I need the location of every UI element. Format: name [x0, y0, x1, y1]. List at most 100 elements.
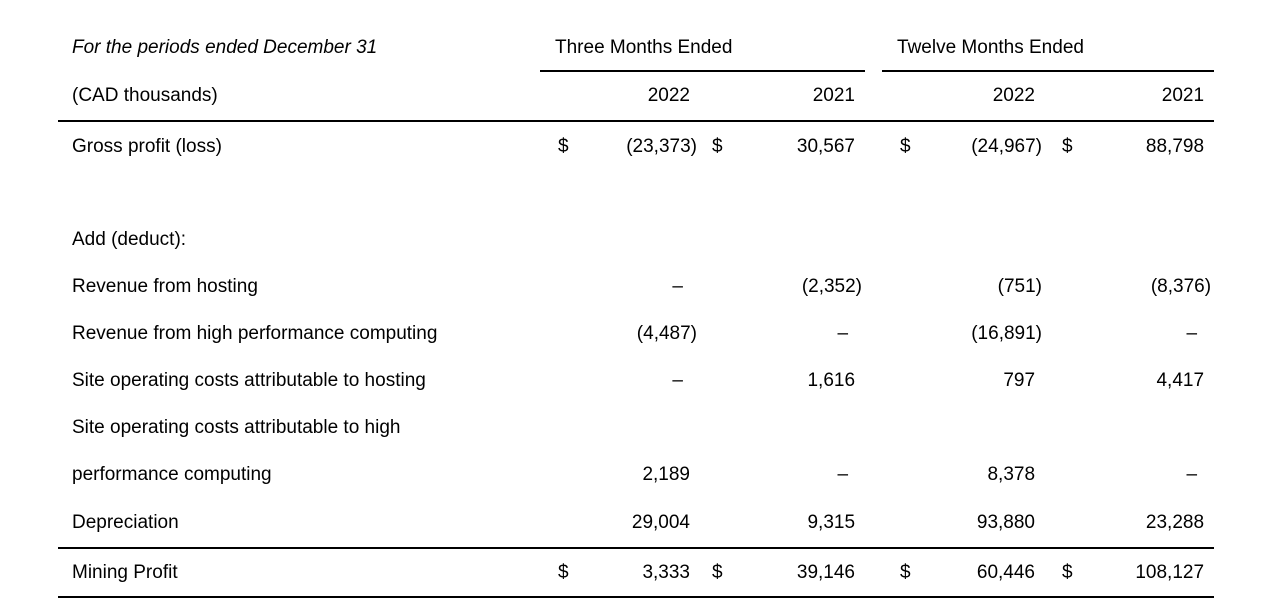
cell-value: 8,378 — [987, 463, 1036, 485]
cell-value: 2,189 — [642, 463, 690, 485]
cell-value: 23,288 — [1080, 498, 1215, 549]
financial-statement-sheet: For the periods ended December 31 Three … — [58, 25, 1215, 598]
cell-value: – — [837, 463, 849, 485]
group-gap — [865, 121, 882, 171]
row-label: Site operating costs attributable to hig… — [72, 416, 401, 438]
cell-value: 88,798 — [1145, 135, 1205, 157]
year-column-header: 2022 — [882, 71, 1046, 122]
cell-value: 3,333 — [578, 548, 700, 598]
table-row-revenue-hosting: Revenue from hosting – (2,352) (751) (8,… — [58, 263, 1214, 310]
cell-value: (8,376) — [1150, 275, 1212, 297]
cell-value: (751) — [997, 275, 1043, 297]
units-caption: (CAD thousands) — [58, 71, 540, 122]
row-label: performance computing — [72, 463, 272, 485]
cell-value: 1,616 — [807, 369, 856, 391]
currency-placeholder — [700, 498, 732, 549]
currency-placeholder — [700, 310, 732, 357]
year-column-header: 2021 — [700, 71, 866, 122]
group-title-twelve-months: Twelve Months Ended — [882, 25, 1215, 72]
table-header-row-groups: For the periods ended December 31 Three … — [58, 25, 1215, 72]
row-label: Revenue from high performance computing — [72, 322, 438, 344]
cell-value: (2,352) — [801, 275, 863, 297]
table-row-site-costs-hpc-line2: performance computing 2,189 – 8,378 – — [58, 451, 1214, 498]
cell-value: 797 — [1003, 369, 1036, 391]
currency-symbol: $ — [900, 135, 911, 157]
cell-value: 108,127 — [1080, 548, 1215, 598]
cell-value: 60,446 — [922, 548, 1046, 598]
cell-value: – — [1186, 463, 1198, 485]
cell-value: (24,967) — [971, 135, 1043, 157]
currency-placeholder — [540, 498, 578, 549]
group-gap — [865, 451, 882, 498]
cell-value: 39,146 — [732, 548, 866, 598]
currency-placeholder — [882, 451, 922, 498]
currency-symbol: $ — [882, 548, 923, 598]
spacer-row — [58, 171, 1214, 216]
comparative-results-table: For the periods ended December 31 Three … — [58, 25, 1215, 598]
table-row-site-costs-hosting: Site operating costs attributable to hos… — [58, 357, 1214, 404]
currency-placeholder — [540, 263, 578, 310]
table-row-add-deduct: Add (deduct): — [58, 216, 1214, 263]
cell-value: 29,004 — [578, 498, 700, 549]
currency-placeholder — [700, 451, 732, 498]
empty-cells — [540, 216, 1214, 263]
cell-value: – — [672, 369, 683, 391]
currency-symbol: $ — [540, 548, 578, 598]
group-gap — [865, 25, 882, 71]
table-row-site-costs-hpc-line1: Site operating costs attributable to hig… — [58, 404, 1214, 451]
table-row-revenue-hpc: Revenue from high performance computing … — [58, 310, 1214, 357]
cell-value: (23,373) — [626, 135, 697, 157]
currency-symbol: $ — [712, 135, 723, 157]
year-column-header: 2022 — [540, 71, 700, 122]
group-gap — [865, 71, 883, 122]
currency-placeholder — [700, 263, 732, 310]
cell-value: – — [837, 322, 849, 344]
cell-value: – — [672, 275, 683, 297]
row-label: Revenue from hosting — [72, 275, 258, 297]
row-label: Site operating costs attributable to hos… — [72, 369, 426, 391]
currency-placeholder — [882, 498, 923, 549]
row-label: Depreciation — [58, 498, 540, 549]
currency-placeholder — [540, 451, 578, 498]
group-title-three-months: Three Months Ended — [540, 25, 866, 72]
currency-placeholder — [1045, 451, 1080, 498]
cell-value: 9,315 — [732, 498, 866, 549]
currency-symbol: $ — [558, 135, 569, 157]
currency-placeholder — [1045, 498, 1081, 549]
currency-symbol: $ — [700, 548, 732, 598]
table-row-mining-profit: Mining Profit $ 3,333 $ 39,146 $ 60,446 … — [58, 548, 1215, 598]
cell-value: (4,487) — [636, 322, 697, 344]
row-label: Mining Profit — [58, 548, 540, 598]
currency-placeholder — [1045, 263, 1080, 310]
period-caption: For the periods ended December 31 — [72, 37, 378, 58]
currency-placeholder — [1045, 357, 1080, 404]
table-row-depreciation: Depreciation 29,004 9,315 93,880 23,288 — [58, 498, 1215, 549]
cell-value: (16,891) — [971, 322, 1043, 344]
currency-placeholder — [540, 357, 578, 404]
currency-placeholder — [700, 357, 732, 404]
cell-value: – — [1186, 322, 1198, 344]
group-gap — [865, 548, 883, 598]
currency-placeholder — [1045, 310, 1080, 357]
group-gap — [865, 357, 882, 404]
group-gap — [865, 498, 883, 549]
table-header-row-years: (CAD thousands) 2022 2021 2022 2021 — [58, 71, 1215, 122]
group-gap — [865, 263, 882, 310]
cell-value: 30,567 — [796, 135, 856, 157]
currency-symbol: $ — [1062, 135, 1073, 157]
empty-cells — [540, 404, 1214, 451]
group-gap — [865, 310, 882, 357]
cell-value: 4,417 — [1156, 369, 1205, 391]
spacer-cell — [58, 171, 1214, 216]
row-label: Gross profit (loss) — [72, 135, 222, 157]
currency-placeholder — [540, 310, 578, 357]
cell-value: 93,880 — [922, 498, 1046, 549]
currency-placeholder — [882, 310, 922, 357]
table-row-gross-profit: Gross profit (loss) $ (23,373) $ 30,567 … — [58, 121, 1214, 171]
currency-placeholder — [882, 263, 922, 310]
currency-placeholder — [882, 357, 922, 404]
row-label: Add (deduct): — [72, 228, 187, 250]
year-column-header: 2021 — [1045, 71, 1215, 122]
currency-symbol: $ — [1045, 548, 1081, 598]
